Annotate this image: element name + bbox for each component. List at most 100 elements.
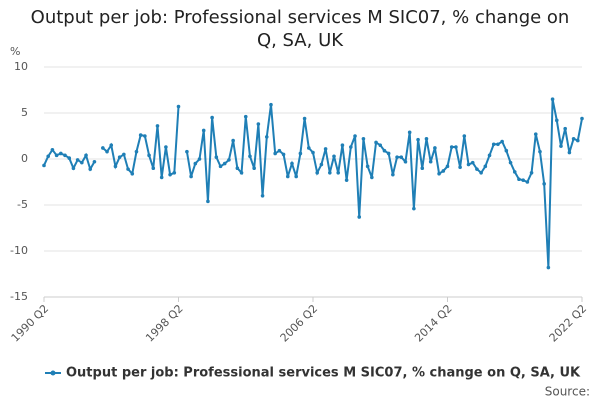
chart-title: Output per job: Professional services M … [30, 7, 570, 51]
y-axis-label: % [10, 45, 20, 58]
data-point [559, 144, 563, 148]
data-point [159, 175, 164, 180]
data-point [475, 167, 479, 171]
data-point [71, 166, 76, 170]
data-point [306, 146, 311, 150]
data-point [105, 149, 109, 154]
data-point [315, 171, 320, 175]
data-point [185, 149, 189, 154]
data-point [222, 161, 227, 166]
series-line [43, 99, 583, 268]
data-point [458, 165, 462, 170]
data-point [101, 146, 105, 150]
data-point [134, 149, 139, 154]
data-point [130, 171, 135, 176]
data-point [298, 151, 303, 156]
data-point [554, 118, 559, 123]
data-point [42, 163, 46, 168]
data-point [538, 149, 542, 154]
data-point [420, 166, 425, 170]
data-point [311, 150, 315, 155]
data-point [353, 134, 357, 138]
data-point [550, 97, 555, 101]
x-tick-label: 1990 Q2 [9, 302, 52, 345]
data-point [407, 130, 412, 135]
data-point [54, 153, 59, 158]
data-point [382, 148, 387, 153]
data-point [59, 151, 63, 156]
data-point [483, 164, 488, 169]
data-point [172, 171, 177, 175]
data-point [239, 171, 244, 175]
data-point [428, 159, 433, 164]
data-point [122, 152, 126, 157]
data-point [151, 166, 156, 170]
data-point [395, 155, 399, 159]
data-point [571, 136, 576, 141]
data-point [285, 174, 290, 179]
data-point [521, 178, 525, 182]
data-point [227, 158, 231, 162]
data-point [386, 151, 391, 156]
data-point [63, 153, 67, 158]
data-point [235, 166, 240, 170]
data-point [496, 142, 500, 147]
data-point [143, 134, 147, 138]
data-point [399, 155, 404, 159]
data-point [214, 155, 219, 159]
y-tick-label: 5 [21, 106, 28, 119]
data-point [273, 151, 277, 156]
data-point [466, 162, 471, 167]
data-point [533, 132, 538, 136]
y-tick-label: -5 [17, 198, 28, 211]
data-point [391, 172, 395, 177]
data-point [84, 153, 88, 158]
data-point [462, 134, 467, 138]
data-point [264, 135, 269, 139]
data-point [336, 171, 341, 175]
data-point [126, 167, 130, 171]
data-point [277, 148, 282, 153]
data-point [403, 159, 408, 164]
data-point [319, 162, 324, 167]
data-point [80, 160, 84, 165]
data-point [294, 174, 298, 179]
data-point [218, 164, 223, 169]
data-point [155, 124, 160, 128]
data-point [525, 180, 530, 184]
data-point [260, 194, 265, 198]
data-point [210, 115, 214, 120]
data-point [454, 145, 458, 149]
x-tick-label: 2022 Q2 [547, 302, 590, 345]
data-point [374, 140, 378, 145]
data-point [357, 215, 362, 219]
data-point [193, 161, 198, 166]
data-point [580, 116, 584, 121]
data-point [529, 171, 534, 175]
data-point [378, 143, 383, 147]
data-point [470, 160, 475, 165]
data-point [147, 153, 151, 158]
data-point [542, 182, 546, 186]
data-point [328, 171, 332, 175]
legend-marker [50, 370, 56, 376]
legend-label: Output per job: Professional services M … [66, 366, 581, 381]
data-point [437, 171, 441, 176]
y-tick-label: 0 [21, 152, 28, 165]
x-tick-label: 2006 Q2 [278, 302, 321, 345]
data-point [365, 164, 370, 169]
data-point [109, 143, 114, 147]
data-point [206, 199, 210, 204]
data-point [412, 206, 416, 211]
data-point [176, 104, 181, 109]
data-point [340, 143, 345, 147]
data-point [344, 178, 349, 182]
data-point [445, 164, 450, 169]
data-point [138, 133, 143, 137]
data-point [46, 154, 51, 159]
data-point [75, 158, 80, 162]
data-point [575, 138, 580, 143]
data-point [189, 174, 193, 179]
data-point [302, 116, 307, 121]
data-point [546, 265, 551, 270]
